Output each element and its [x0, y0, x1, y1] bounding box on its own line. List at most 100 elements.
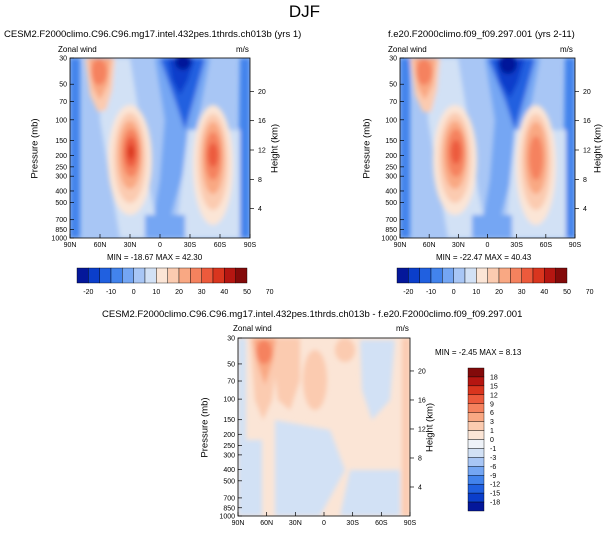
colorbar-3: 18 15 12 9 6 3 1 0 -1 -3 -6 -9 -12 -15 -18 [467, 367, 500, 512]
y-tick-label: 200 [385, 153, 397, 160]
colorbar-label: 50 [243, 289, 251, 296]
panel-2-axes: 90N 60N 30N 0 30S 60S 90S 30 50 70 100 150 200 250 300… [381, 56, 590, 250]
y-tick-label: 1000 [381, 236, 397, 243]
colorbar-box [464, 267, 477, 284]
x-tick-label: 90S [244, 242, 257, 249]
panel-1-left-label: Zonal wind [58, 45, 97, 54]
colorbar-box [99, 267, 112, 284]
colorbar-label: 15 [490, 383, 498, 390]
colorbar-box [201, 267, 214, 284]
colorbar-box [144, 267, 157, 284]
colorbar-label: -15 [490, 491, 500, 498]
colorbar-label: -6 [490, 464, 496, 471]
colorbar-box [224, 267, 236, 284]
colorbar-label: 3 [490, 419, 494, 426]
y-tick-label: 300 [385, 174, 397, 181]
colorbar-box [467, 430, 485, 440]
panel-2-ylabel: Pressure (mb) [361, 118, 373, 179]
colorbar-box [430, 267, 443, 284]
y-tick-label: 850 [385, 227, 397, 234]
y-tick-label: 1000 [51, 236, 67, 243]
y-tick-label: 150 [223, 417, 235, 424]
colorbar-label: 40 [540, 289, 548, 296]
colorbar-box [555, 267, 568, 284]
y-tick-label: 700 [55, 217, 67, 224]
y-right-tick-label: 4 [258, 206, 262, 213]
colorbar-box [133, 267, 146, 284]
y-tick-label: 30 [59, 56, 67, 63]
x-tick-label: 0 [158, 242, 162, 249]
panel-2-title: f.e20.F2000climo.f09_f09.297.001 (yrs 2-… [388, 29, 575, 40]
colorbar-label: 12 [490, 392, 498, 399]
y-right-tick-label: 4 [583, 206, 587, 213]
x-tick-label: 0 [322, 520, 326, 527]
panel-2-units: m/s [560, 45, 573, 54]
y-right-tick-label: 20 [258, 89, 266, 96]
colorbar-box [467, 448, 485, 458]
y-right-tick-label: 12 [418, 426, 426, 433]
colorbar-box [467, 367, 485, 378]
colorbar-label: 18 [490, 374, 498, 381]
y-tick-label: 850 [55, 227, 67, 234]
colorbar-box [467, 412, 485, 422]
colorbar-label: -20 [83, 289, 93, 296]
x-tick-label: 60S [540, 242, 553, 249]
colorbar-box [467, 492, 485, 503]
colorbar-label: 70 [266, 289, 274, 296]
y-tick-label: 200 [223, 432, 235, 439]
y-right-tick-label: 16 [258, 118, 266, 125]
y-tick-label: 150 [55, 138, 67, 145]
colorbar-box [476, 267, 488, 284]
panel-3-stats: MIN = -2.45 MAX = 8.13 [435, 348, 522, 357]
y-tick-label: 50 [389, 82, 397, 89]
colorbar-box [110, 267, 123, 284]
colorbar-label: 70 [586, 289, 594, 296]
y-tick-label: 500 [223, 478, 235, 485]
colorbar-box [167, 267, 180, 284]
colorbar-label: 10 [472, 289, 480, 296]
y-tick-label: 500 [55, 200, 67, 207]
y-tick-label: 100 [55, 117, 67, 124]
colorbar-box [76, 267, 89, 284]
colorbar-label: 9 [490, 401, 494, 408]
panel-2-ylabel-right: Height (km) [592, 123, 604, 174]
panel-1-title: CESM2.F2000climo.C96.C96.mg17.intel.432p… [4, 29, 302, 40]
colorbar-box [190, 267, 202, 284]
colorbar-box [487, 267, 500, 284]
colorbar-box [235, 267, 248, 284]
y-right-tick-label: 16 [583, 118, 591, 125]
x-tick-label: 30N [124, 242, 137, 249]
colorbar-box [498, 267, 511, 284]
x-tick-label: 60S [375, 520, 388, 527]
y-tick-label: 500 [385, 200, 397, 207]
y-right-tick-label: 20 [583, 89, 591, 96]
x-tick-label: 30S [346, 520, 359, 527]
panel-3-title: CESM2.F2000climo.C96.C96.mg17.intel.432p… [102, 309, 523, 320]
colorbar-label: 20 [175, 289, 183, 296]
x-tick-label: 30N [452, 242, 465, 249]
colorbar-label: 0 [132, 289, 136, 296]
panel-3-left-label: Zonal wind [233, 324, 272, 333]
y-right-tick-label: 12 [258, 148, 266, 155]
y-tick-label: 850 [223, 505, 235, 512]
y-tick-label: 250 [223, 443, 235, 450]
y-tick-label: 30 [389, 56, 397, 63]
x-tick-label: 90N [232, 520, 245, 527]
colorbar-label: -1 [490, 446, 496, 453]
colorbar-label: -10 [426, 289, 436, 296]
colorbar-label: 20 [495, 289, 503, 296]
colorbar-label: -20 [403, 289, 413, 296]
y-tick-label: 70 [389, 99, 397, 106]
panel-3-plot [237, 337, 411, 517]
panel-2-plot [399, 57, 576, 239]
colorbar-box [419, 267, 432, 284]
x-tick-label: 60N [94, 242, 107, 249]
panel-2-stats: MIN = -22.47 MAX = 40.43 [436, 253, 532, 262]
y-right-tick-label: 4 [418, 484, 422, 491]
colorbar-box [467, 466, 485, 476]
panel-3-ylabel-right: Height (km) [424, 402, 436, 453]
colorbar-box [521, 267, 534, 284]
panel-1-axes: 90N 60N 30N 0 30S 60S 90S 30 50 70 100 150 200 250 300… [51, 56, 265, 250]
y-tick-label: 70 [59, 99, 67, 106]
